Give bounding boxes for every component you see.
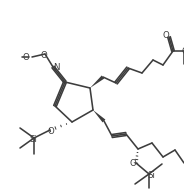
- Text: Si: Si: [29, 135, 37, 143]
- Text: O: O: [41, 50, 47, 60]
- Text: O: O: [48, 126, 54, 136]
- Text: O: O: [23, 53, 29, 61]
- Polygon shape: [93, 110, 105, 122]
- Polygon shape: [90, 75, 104, 88]
- Text: O: O: [163, 32, 169, 40]
- Text: Si: Si: [147, 170, 155, 180]
- Text: O: O: [130, 160, 136, 169]
- Text: O: O: [182, 46, 184, 56]
- Text: N: N: [53, 64, 59, 73]
